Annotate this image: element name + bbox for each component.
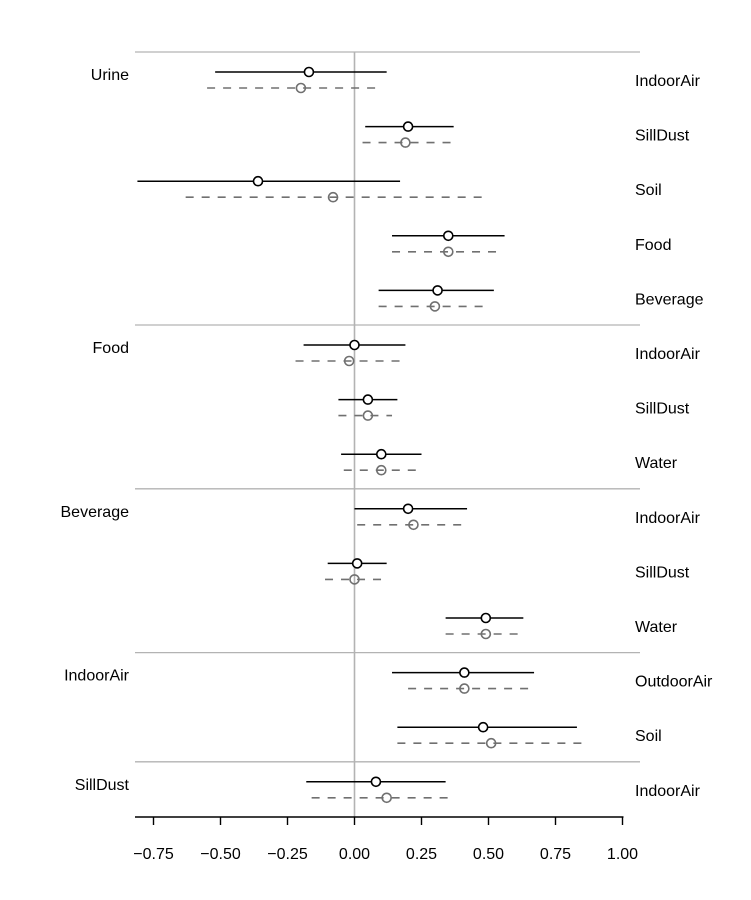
x-tick-label: −0.50 bbox=[200, 846, 241, 863]
group-label: Food bbox=[93, 340, 129, 357]
group-label: IndoorAir bbox=[64, 668, 130, 685]
point-estimate-primary bbox=[375, 448, 387, 460]
x-tick-label: −0.25 bbox=[267, 846, 308, 863]
point-estimate-secondary bbox=[343, 355, 355, 367]
point-estimate-primary bbox=[252, 175, 264, 187]
point-estimate-primary bbox=[459, 667, 470, 678]
row-label: OutdoorAir bbox=[635, 674, 713, 691]
point-estimate-secondary bbox=[408, 519, 419, 531]
point-estimate-secondary bbox=[362, 410, 374, 421]
x-axis: −0.75 −0.50 −0.25 0.00 0.25 0.50 0.75 1.00 bbox=[133, 816, 638, 863]
row-label: Soil bbox=[635, 728, 662, 745]
row-label: Water bbox=[635, 619, 678, 636]
point-estimate-secondary bbox=[375, 464, 387, 476]
row-label: IndoorAir bbox=[635, 73, 701, 90]
row-label: IndoorAir bbox=[635, 346, 701, 363]
row-label: Water bbox=[635, 455, 678, 472]
x-tick-label: −0.75 bbox=[133, 846, 174, 863]
x-tick-label: 0.25 bbox=[406, 846, 437, 863]
group-separators bbox=[135, 51, 640, 763]
row-labels: Urine IndoorAir SillDust Soil Food Beverage Fo… bbox=[61, 67, 714, 800]
x-tick-label: 0.75 bbox=[540, 846, 571, 863]
point-estimate-secondary bbox=[485, 737, 497, 749]
x-tick-label: 1.00 bbox=[607, 846, 638, 863]
point-estimate-secondary bbox=[459, 683, 470, 694]
point-estimate-primary bbox=[349, 339, 360, 351]
row-label: IndoorAir bbox=[635, 783, 701, 800]
point-estimate-primary bbox=[402, 121, 414, 132]
point-estimate-primary bbox=[362, 394, 374, 405]
point-estimate-secondary bbox=[429, 301, 441, 312]
estimate-marks bbox=[137, 66, 583, 804]
point-estimate-primary bbox=[351, 558, 363, 569]
row-label: SillDust bbox=[635, 401, 690, 418]
row-label: Food bbox=[635, 237, 671, 254]
point-estimate-primary bbox=[370, 776, 382, 788]
row-label: SillDust bbox=[635, 564, 690, 581]
group-label: SillDust bbox=[75, 777, 130, 794]
point-estimate-primary bbox=[432, 285, 443, 296]
point-estimate-primary bbox=[477, 721, 489, 733]
point-estimate-secondary bbox=[349, 574, 360, 585]
group-label: Beverage bbox=[61, 504, 130, 521]
group-label: Urine bbox=[91, 67, 129, 84]
point-estimate-secondary bbox=[442, 246, 454, 258]
point-estimate-primary bbox=[402, 503, 414, 515]
point-estimate-primary bbox=[480, 612, 492, 624]
row-label: Soil bbox=[635, 182, 662, 199]
point-estimate-secondary bbox=[480, 628, 492, 640]
row-label: IndoorAir bbox=[635, 510, 701, 527]
point-estimate-secondary bbox=[400, 137, 411, 148]
x-tick-label: 0.00 bbox=[339, 846, 370, 863]
point-estimate-secondary bbox=[381, 792, 392, 804]
row-label: SillDust bbox=[635, 128, 690, 145]
point-estimate-secondary bbox=[295, 82, 307, 94]
row-label: Beverage bbox=[635, 291, 704, 308]
point-estimate-primary bbox=[303, 66, 315, 78]
point-estimate-primary bbox=[442, 230, 454, 242]
x-tick-label: 0.50 bbox=[473, 846, 504, 863]
point-estimate-secondary bbox=[327, 191, 339, 203]
